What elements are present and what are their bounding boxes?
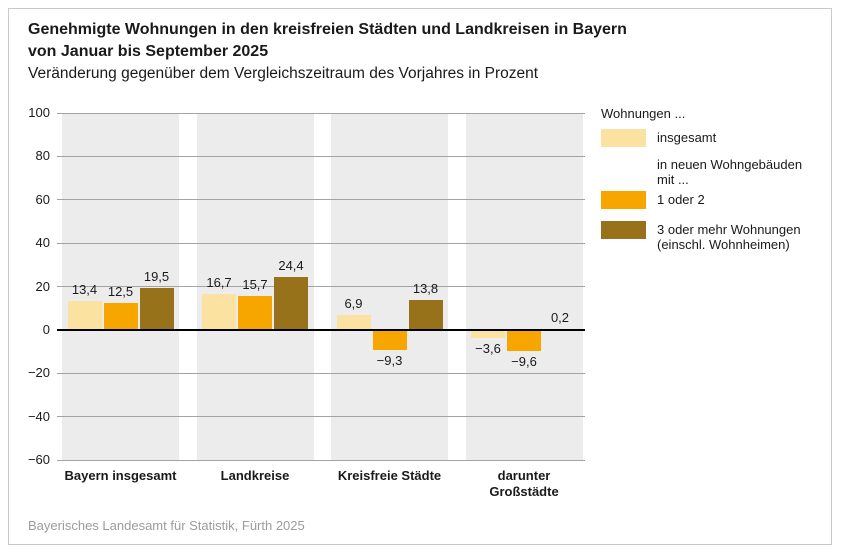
chart-title-line2: von Januar bis September 2025 xyxy=(28,43,269,60)
chart-title-line1: Genehmigte Wohnungen in den kreisfreien … xyxy=(28,21,627,38)
value-label: 12,5 xyxy=(107,283,134,299)
bar-2-0 xyxy=(139,287,174,330)
value-label: 15,7 xyxy=(242,276,268,292)
legend-item: 3 oder mehr Wohnungen (einschl. Wohnheim… xyxy=(601,221,801,252)
legend-label: in neuen Wohngebäuden mit ... xyxy=(657,157,803,187)
y-tick-label: 60 xyxy=(35,191,50,207)
bar-0-3 xyxy=(471,329,505,338)
bar-2-1 xyxy=(274,276,308,330)
value-label: 24,4 xyxy=(278,257,304,273)
y-tick-label: −20 xyxy=(27,365,50,381)
legend-label: insgesamt xyxy=(657,130,717,145)
chart-subtitle: Veränderung gegenüber dem Vergleichszeit… xyxy=(28,65,539,82)
legend-label: 3 oder mehr Wohnungen (einschl. Wohnheim… xyxy=(657,222,801,252)
bar-0-1 xyxy=(202,293,236,330)
value-label: −3,6 xyxy=(475,340,501,356)
category-label: Kreisfreie Städte xyxy=(337,468,442,483)
legend-item: insgesamt xyxy=(601,129,716,147)
legend-label: 1 oder 2 xyxy=(657,192,705,207)
bar-1-3 xyxy=(507,329,541,351)
value-label: 16,7 xyxy=(206,274,232,290)
value-label: −9,6 xyxy=(511,353,537,369)
gridline xyxy=(57,372,585,374)
value-label: 19,5 xyxy=(143,268,170,284)
bar-0-0 xyxy=(67,300,102,330)
gridline xyxy=(57,459,585,461)
value-label: 13,4 xyxy=(71,281,98,297)
y-tick-label: −60 xyxy=(27,452,50,467)
category-label: Bayern insgesamt xyxy=(64,468,177,483)
plot-area: 100 80 60 40 20 0 −20 −40 −60 13,4 16,7 6,9 −3,6 12,5… xyxy=(28,106,585,499)
bar-1-0 xyxy=(103,302,138,330)
legend-swatch-spacer xyxy=(601,156,646,157)
value-label: 13,8 xyxy=(412,280,439,296)
gridline xyxy=(57,416,585,418)
gridline xyxy=(57,242,585,244)
gridline xyxy=(57,199,585,201)
value-label: 6,9 xyxy=(344,295,363,311)
gridline xyxy=(57,112,585,114)
zero-line xyxy=(57,328,585,331)
category-label: darunter Großstädte xyxy=(489,468,559,499)
source-note: Bayerisches Landesamt für Statistik, Für… xyxy=(28,518,305,533)
value-label: 0,2 xyxy=(550,310,570,326)
legend-item: in neuen Wohngebäuden mit ... xyxy=(601,156,802,187)
legend: Wohnungen ... insgesamt in neuen Wohngebä… xyxy=(601,106,836,251)
bar-1-2 xyxy=(372,329,407,351)
legend-swatch xyxy=(601,129,646,147)
y-tick-label: 40 xyxy=(35,235,50,251)
gridline xyxy=(57,286,585,287)
legend-swatch xyxy=(601,221,646,239)
bar-0-2 xyxy=(336,314,371,330)
legend-swatch xyxy=(601,191,646,209)
value-label: −9,3 xyxy=(376,353,403,369)
bar-2-2 xyxy=(408,299,443,330)
y-tick-label: 80 xyxy=(35,148,50,164)
y-tick-label: −40 xyxy=(27,408,50,424)
y-tick-label: 0 xyxy=(42,321,50,337)
gridline xyxy=(57,155,585,157)
title-block: Genehmigte Wohnungen in den kreisfreien … xyxy=(28,19,808,85)
legend-item: 1 oder 2 xyxy=(601,191,705,209)
bar-1-1 xyxy=(238,295,272,330)
y-tick-label: 20 xyxy=(35,278,50,294)
category-label: Landkreise xyxy=(220,468,290,483)
legend-title: Wohnungen ... xyxy=(601,106,686,121)
y-tick-label: 100 xyxy=(28,105,50,120)
